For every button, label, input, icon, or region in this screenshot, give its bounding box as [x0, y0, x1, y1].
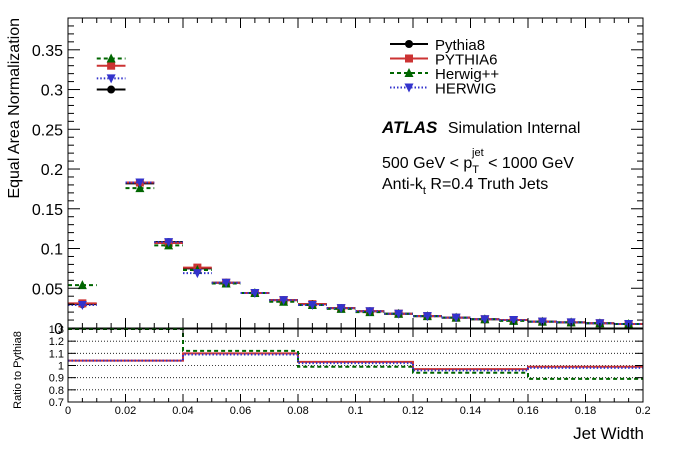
- y-tick-label: 0.05: [32, 281, 63, 298]
- atlas-label: ATLAS Simulation Internal: [381, 118, 580, 137]
- x-tick-label: 0.08: [287, 405, 308, 417]
- data-point: [135, 178, 145, 188]
- data-point: [77, 300, 87, 310]
- data-point: [566, 318, 576, 328]
- legend-label: PYTHIA6: [435, 52, 498, 69]
- atlas-word: ATLAS: [381, 118, 438, 137]
- ratio-step-line: [68, 353, 643, 372]
- x-tick-label: 0.2: [635, 405, 650, 417]
- data-point: [77, 280, 87, 290]
- legend-marker: [405, 54, 413, 63]
- ratio-y-axis-title: Ratio to Pythia8: [12, 331, 24, 409]
- y-tick-label: 0.35: [32, 43, 63, 60]
- x-tick-label: 0.1: [348, 405, 363, 417]
- data-point: [107, 61, 116, 70]
- data-point: [480, 315, 490, 325]
- data-point: [307, 300, 317, 310]
- x-tick-label: 0.16: [517, 405, 538, 417]
- data-point: [192, 269, 202, 279]
- pt-range-sub: T: [472, 164, 479, 176]
- y-tick-label: 0.3: [41, 83, 63, 100]
- data-point: [422, 312, 432, 322]
- data-point: [336, 304, 346, 314]
- ratio-y-tick-label: 1.2: [49, 336, 64, 348]
- legend-marker: [404, 68, 414, 77]
- jet-algorithm-label: Anti-kt R=0.4 Truth Jets: [382, 176, 548, 197]
- legend-marker: [405, 40, 413, 48]
- x-tick-label: 0.18: [575, 405, 596, 417]
- data-point: [394, 309, 404, 319]
- pt-range-label: 500 GeV < pTjet < 1000 GeV: [382, 147, 574, 176]
- y-tick-label: 0.1: [41, 242, 63, 259]
- x-tick-label: 0.04: [172, 405, 193, 417]
- distribution-data-layer: [68, 53, 643, 330]
- legend-label: HERWIG: [435, 81, 496, 98]
- data-point: [250, 289, 260, 299]
- legend-label: Pythia8: [435, 37, 485, 54]
- data-point: [365, 307, 375, 317]
- ratio-data-layer: [68, 328, 643, 380]
- legend-label: Herwig++: [435, 66, 499, 83]
- ratio-y-tick-label: 0.9: [49, 373, 64, 385]
- y-tick-label: 0: [54, 321, 63, 338]
- pt-range-prefix: 500 GeV < p: [382, 155, 472, 172]
- data-point: [221, 278, 231, 288]
- algo-prefix: Anti-k: [382, 176, 424, 193]
- x-tick-label: 0.14: [460, 405, 481, 417]
- data-point: [106, 74, 116, 84]
- ratio-y-tick-label: 1.3: [49, 324, 64, 336]
- ratio-step-line: [68, 328, 643, 380]
- atlas-suffix: Simulation Internal: [448, 120, 581, 137]
- data-point: [279, 296, 289, 306]
- data-point: [164, 238, 174, 248]
- algo-suffix: R=0.4 Truth Jets: [426, 176, 548, 193]
- ratio-axes: 0.70.80.911.11.21.30 0.02 0.04 0.06 0.08 0.1 0…: [49, 324, 651, 417]
- y-axis-title: Equal Area Normalization: [6, 18, 23, 199]
- x-axis-title: Jet Width: [573, 424, 644, 443]
- data-point: [135, 183, 145, 193]
- pt-range-sup: jet: [471, 147, 484, 159]
- y-tick-label: 0.25: [32, 122, 63, 139]
- x-tick-label: 0.12: [402, 405, 423, 417]
- y-tick-label: 0.2: [41, 162, 63, 179]
- x-tick-label: 0.02: [115, 405, 136, 417]
- data-point: [106, 53, 116, 63]
- distribution-panel: 0 0.05 0.1 0.15 0.2 0.25 0.3 0.35 Equal Area No…: [6, 17, 644, 338]
- data-point: [537, 317, 547, 327]
- y-tick-label: 0.15: [32, 202, 63, 219]
- legend-marker: [404, 83, 414, 93]
- ratio-herwig: [68, 353, 643, 372]
- ratio-herwig-: [68, 328, 643, 380]
- algo-sub: t: [423, 185, 426, 197]
- pt-range-suffix: < 1000 GeV: [484, 155, 575, 172]
- ratio-y-tick-label: 0.7: [49, 397, 64, 409]
- x-tick-label: 0: [65, 405, 71, 417]
- series-herwig: [68, 74, 643, 330]
- ratio-y-tick-label: 1: [58, 361, 64, 373]
- ratio-y-tick-label: 0.8: [49, 385, 64, 397]
- ratio-panel: 0.70.80.911.11.21.30 0.02 0.04 0.06 0.08 0.1 0…: [12, 324, 651, 443]
- ratio-y-tick-label: 1.1: [49, 348, 64, 360]
- data-point: [509, 316, 519, 326]
- distribution-axes: 0 0.05 0.1 0.15 0.2 0.25 0.3 0.35: [32, 17, 644, 338]
- data-point: [107, 85, 116, 94]
- x-tick-label: 0.06: [230, 405, 251, 417]
- data-point: [451, 313, 461, 323]
